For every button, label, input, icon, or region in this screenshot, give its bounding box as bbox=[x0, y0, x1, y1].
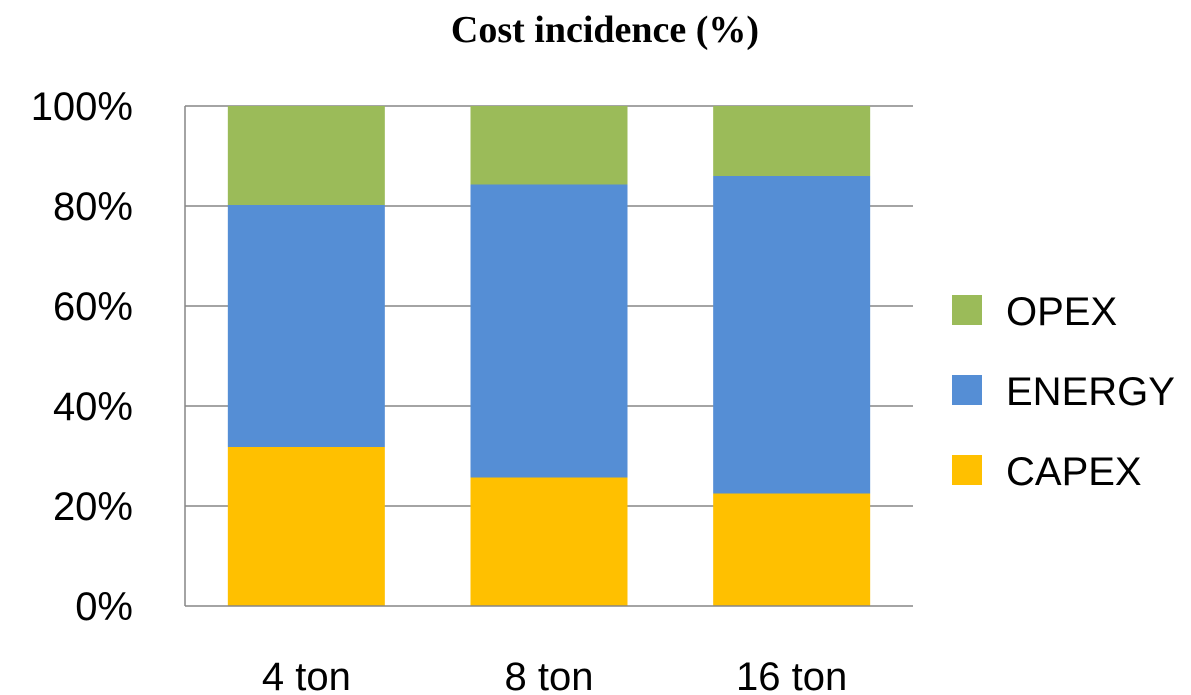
y-tick-label: 0% bbox=[75, 585, 133, 629]
bar-segment-opex bbox=[470, 106, 628, 185]
x-tick-label: 4 ton bbox=[262, 655, 351, 695]
x-axis-tick-labels: 4 ton 8 ton 16 ton bbox=[262, 655, 847, 695]
x-tick-label: 16 ton bbox=[736, 655, 847, 695]
legend: OPEX ENERGY CAPEX bbox=[952, 290, 1175, 494]
bar-segment-capex bbox=[713, 493, 871, 606]
bar-segment-capex bbox=[227, 447, 385, 606]
bar-segment-energy bbox=[470, 184, 628, 478]
bar-segment-capex bbox=[470, 477, 628, 606]
y-tick-label: 60% bbox=[53, 285, 133, 329]
legend-label-opex: OPEX bbox=[1006, 290, 1117, 334]
y-tick-label: 40% bbox=[53, 385, 133, 429]
y-tick-label: 20% bbox=[53, 485, 133, 529]
bars bbox=[227, 106, 871, 606]
y-tick-label: 80% bbox=[53, 185, 133, 229]
legend-swatch-energy bbox=[952, 375, 982, 405]
y-axis-tick-labels: 0% 20% 40% 60% 80% 100% bbox=[31, 85, 133, 629]
bar-segment-energy bbox=[227, 205, 385, 447]
y-tick-label: 100% bbox=[31, 85, 133, 129]
legend-swatch-capex bbox=[952, 455, 982, 485]
bar-segment-opex bbox=[713, 106, 871, 176]
chart-title: Cost incidence (%) bbox=[451, 9, 759, 51]
legend-label-energy: ENERGY bbox=[1006, 370, 1175, 414]
x-tick-label: 8 ton bbox=[505, 655, 594, 695]
axes bbox=[184, 106, 913, 607]
bar-segment-opex bbox=[227, 106, 385, 205]
legend-label-capex: CAPEX bbox=[1006, 450, 1142, 494]
bar-segment-energy bbox=[713, 176, 871, 494]
legend-swatch-opex bbox=[952, 295, 982, 325]
